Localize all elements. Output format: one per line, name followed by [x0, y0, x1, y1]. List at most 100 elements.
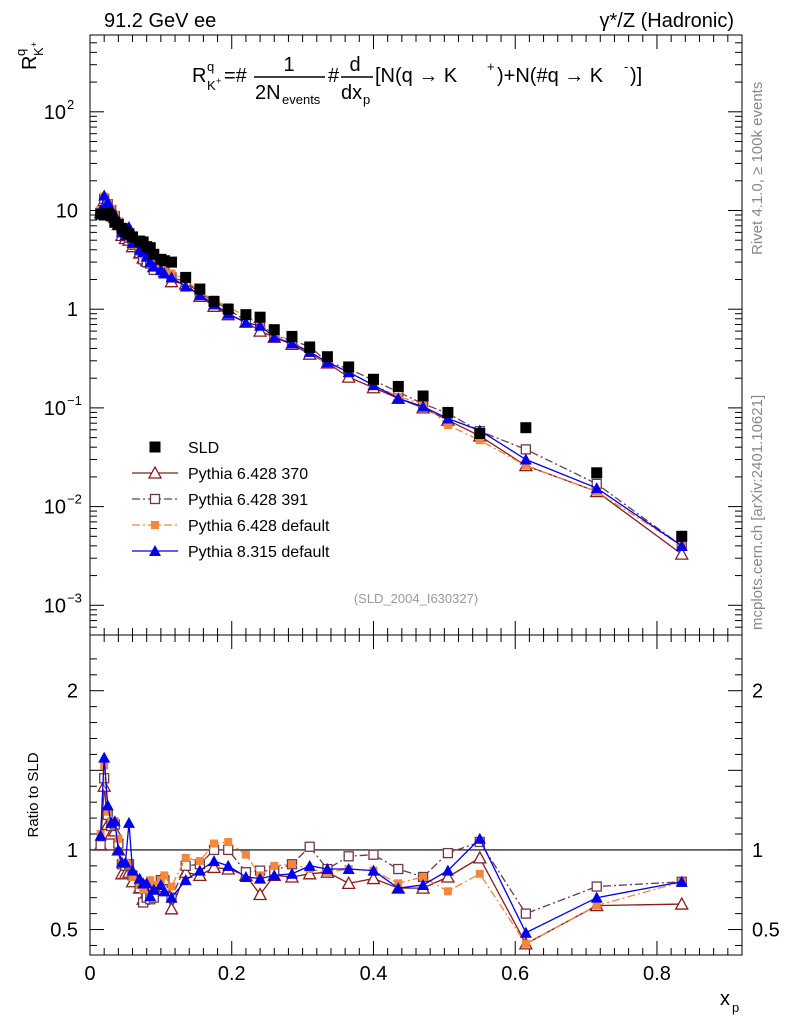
analysis-id: (SLD_2004_I630327) — [354, 591, 478, 606]
data-point-3 — [443, 421, 452, 430]
data-point-0 — [254, 311, 266, 323]
chart-title-formula: R q K + =# 1 2N events # d dx p [N(q → K… — [192, 54, 642, 107]
ratio-point-3 — [94, 829, 107, 841]
data-point-4 — [519, 453, 532, 465]
legend: SLD Pythia 6.428 370 Pythia 6.428 391 Pythi… — [132, 440, 330, 561]
ratio-point-2 — [443, 887, 452, 896]
data-point-4 — [675, 539, 688, 551]
data-point-0 — [240, 309, 252, 321]
data-point-4 — [417, 400, 430, 412]
ratio-point-0 — [302, 866, 317, 880]
rivet-label: Rivet 4.1.0, ≥ 100k events — [749, 82, 766, 255]
ratio-point-3 — [193, 864, 206, 876]
y-tick-label-exponent: −1 — [67, 393, 82, 408]
ratio-point-2 — [195, 857, 204, 866]
legend-marker — [147, 465, 163, 479]
ratio-y-tick-label: 0.5 — [50, 920, 78, 942]
formula-bracket-sup: + — [487, 59, 495, 74]
data-point-4 — [285, 337, 298, 349]
y-tick-label: 10 — [44, 497, 66, 519]
data-point-0 — [148, 248, 160, 260]
ratio-point-0 — [252, 887, 268, 901]
ratio-point-1 — [442, 847, 454, 859]
xlabel-main: x — [720, 988, 730, 1010]
ratio-point-3 — [675, 875, 688, 887]
data-point-0 — [158, 255, 170, 267]
ratio-point-3 — [268, 869, 281, 881]
ratio-point-2 — [592, 901, 601, 910]
ratio-y-tick-label-right: 1 — [752, 840, 763, 862]
data-point-0 — [343, 361, 355, 373]
y-tick-label: 10 — [44, 102, 66, 124]
data-point-0 — [286, 330, 298, 342]
data-point-4 — [147, 260, 160, 272]
main-ylabel-sub-sup: + — [29, 42, 39, 47]
formula-lhs-sub: K — [207, 78, 216, 93]
header-left: 91.2 GeV ee — [104, 10, 216, 32]
data-point-0 — [166, 256, 177, 268]
y-tick-label-exponent: −2 — [67, 492, 82, 507]
ratio-point-3 — [342, 863, 355, 875]
ratio-point-3 — [367, 864, 380, 876]
ratio-point-1 — [520, 908, 531, 919]
legend-marker — [149, 545, 161, 556]
ratio-point-3 — [108, 815, 121, 827]
ratio-point-3 — [158, 885, 171, 897]
data-point-3 — [521, 461, 530, 470]
y-tick-label: 10 — [44, 398, 66, 420]
formula-frac1-num: 1 — [283, 54, 294, 76]
data-point-0 — [417, 390, 429, 402]
ratio-point-2 — [181, 853, 190, 862]
ratio-point-1 — [223, 844, 234, 856]
ratio-point-2 — [139, 885, 148, 894]
ratio-point-2 — [160, 871, 169, 880]
formula-frac1-den-sub: events — [282, 92, 321, 107]
ratio-point-0 — [164, 901, 179, 915]
ratio-point-2 — [224, 837, 233, 846]
header-right: γ*/Z (Hadronic) — [600, 10, 734, 32]
ratio-point-3 — [179, 874, 192, 886]
ratio-point-0 — [440, 869, 455, 883]
ratio-y-tick-label-right: 2 — [752, 681, 763, 703]
data-point-0 — [222, 303, 234, 315]
ratio-point-2 — [167, 882, 176, 891]
ratio-y-tick-label-right: 0.5 — [752, 920, 780, 942]
ratio-point-3 — [101, 799, 114, 811]
x-tick-label: 0.6 — [501, 963, 529, 985]
data-point-0 — [105, 210, 117, 222]
ratio-line-1 — [99, 778, 682, 915]
ratio-y-tick-label: 1 — [67, 840, 78, 862]
legend-label: Pythia 6.428 391 — [188, 492, 308, 509]
ratio-point-3 — [165, 891, 178, 903]
formula-bracket-sup2: - — [624, 59, 628, 74]
y-tick-label-exponent: 2 — [67, 97, 74, 112]
formula-frac2-num: d — [349, 54, 360, 76]
y-tick-label: 10 — [56, 200, 78, 222]
ratio-point-1 — [180, 860, 191, 871]
legend-marker — [149, 493, 161, 505]
ratio-point-0 — [366, 871, 381, 885]
data-point-4 — [254, 319, 267, 331]
ratio-point-3 — [441, 864, 454, 876]
data-point-0 — [442, 406, 454, 418]
data-point-4 — [268, 331, 281, 343]
ratio-point-3 — [417, 878, 430, 890]
ratio-point-2 — [419, 872, 428, 881]
legend-label: Pythia 8.315 default — [188, 544, 330, 561]
data-point-0 — [180, 271, 192, 283]
ratio-series-layer — [93, 751, 689, 950]
ratio-point-3 — [392, 882, 405, 894]
ratio-point-0 — [206, 860, 222, 874]
data-point-0 — [194, 283, 206, 295]
data-point-4 — [101, 195, 114, 207]
ratio-point-3 — [254, 872, 267, 884]
ratio-point-2 — [521, 939, 530, 948]
data-point-4 — [193, 289, 206, 301]
data-point-0 — [268, 324, 280, 336]
ratio-point-1 — [99, 773, 110, 784]
data-point-4 — [441, 412, 454, 424]
data-point-0 — [127, 231, 139, 243]
ratio-point-3 — [122, 816, 135, 828]
data-point-4 — [165, 271, 178, 283]
ratio-point-2 — [128, 872, 137, 881]
